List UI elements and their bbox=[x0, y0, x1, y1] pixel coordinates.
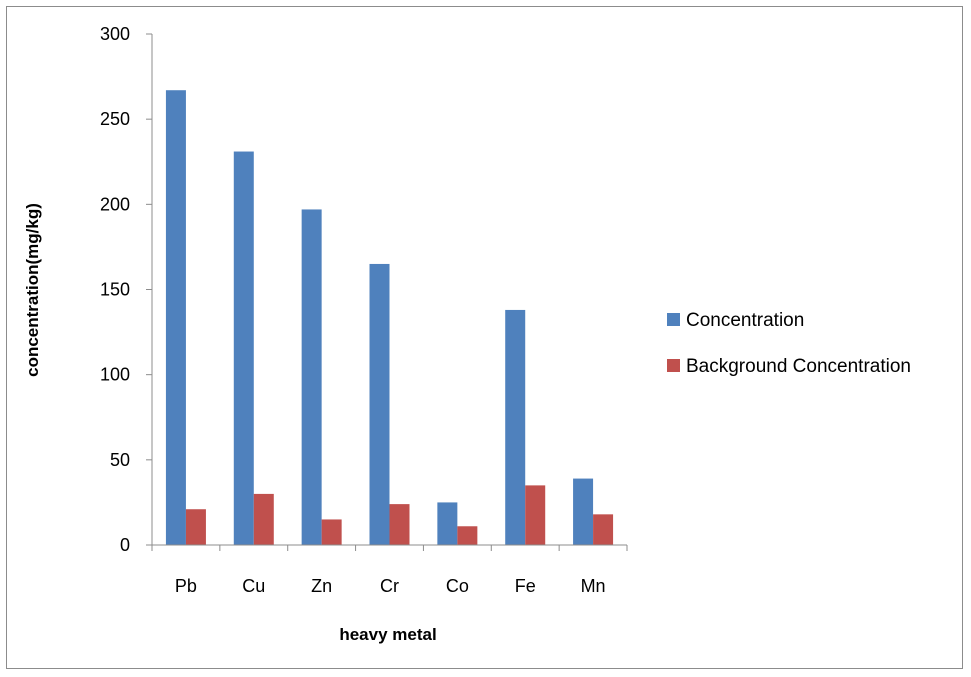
bar-co-series-1 bbox=[437, 502, 458, 545]
y-axis-title: concentration(mg/kg) bbox=[23, 203, 42, 377]
legend-swatch bbox=[667, 313, 680, 326]
x-tick-label: Co bbox=[446, 576, 469, 596]
bar-mn-series-1 bbox=[573, 478, 594, 545]
x-tick-label: Pb bbox=[175, 576, 197, 596]
x-axis-title: heavy metal bbox=[339, 625, 436, 644]
legend-label: Concentration bbox=[686, 310, 804, 331]
plot-area bbox=[165, 90, 614, 546]
legend-label: Background Concentration bbox=[686, 356, 911, 377]
bar-zn-series-2 bbox=[321, 519, 342, 545]
legend-swatch bbox=[667, 359, 680, 372]
y-tick-label: 150 bbox=[100, 280, 130, 300]
y-tick-label: 200 bbox=[100, 194, 130, 214]
bar-pb-series-1 bbox=[165, 90, 186, 546]
x-tick-label: Zn bbox=[311, 576, 332, 596]
x-axis: Pb Cu Zn Cr Co Fe Mn bbox=[151, 544, 628, 596]
chart-frame bbox=[6, 6, 963, 669]
y-tick-label: 250 bbox=[100, 109, 130, 129]
bar-pb-series-2 bbox=[185, 509, 206, 545]
y-axis: 0 50 100 150 200 250 300 bbox=[100, 24, 153, 555]
bar-mn-series-2 bbox=[593, 514, 614, 545]
bar-cr-series-2 bbox=[389, 504, 410, 545]
bar-cu-series-2 bbox=[253, 493, 274, 545]
x-tick-label: Fe bbox=[515, 576, 536, 596]
y-tick-label: 0 bbox=[120, 535, 130, 555]
bar-cu-series-1 bbox=[233, 151, 254, 545]
bar-cr-series-1 bbox=[369, 263, 390, 545]
bar-fe-series-2 bbox=[525, 485, 546, 545]
y-tick-label: 100 bbox=[100, 365, 130, 385]
x-tick-label: Mn bbox=[581, 576, 606, 596]
bar-fe-series-1 bbox=[505, 309, 526, 545]
bar-zn-series-1 bbox=[301, 209, 322, 545]
bar-co-series-2 bbox=[457, 526, 478, 545]
y-tick-label: 300 bbox=[100, 24, 130, 44]
legend: Concentration Background Concentration bbox=[667, 310, 911, 377]
x-tick-label: Cr bbox=[380, 576, 399, 596]
y-tick-label: 50 bbox=[110, 450, 130, 470]
x-tick-label: Cu bbox=[242, 576, 265, 596]
